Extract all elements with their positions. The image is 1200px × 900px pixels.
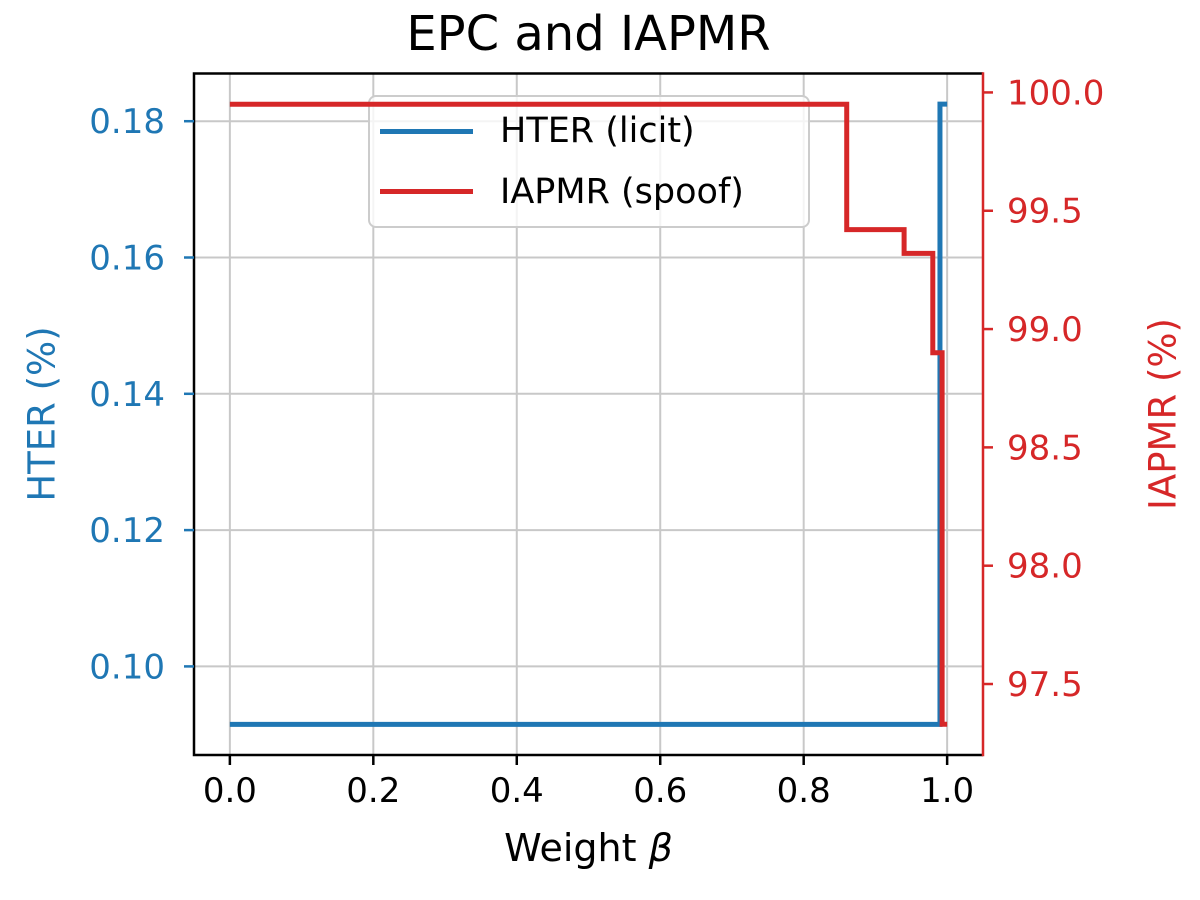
- left-y-tick-label: 0.14: [89, 375, 165, 415]
- left-y-tick-label: 0.10: [89, 647, 165, 687]
- right-y-tick-label: 98.5: [1007, 428, 1083, 468]
- x-tick-label: 0.0: [203, 771, 257, 811]
- left-y-axis-label: HTER (%): [20, 326, 64, 502]
- x-axis-label-text: Weight: [504, 826, 637, 870]
- hter-line-sample: [380, 128, 473, 134]
- iapmr-line-sample: [380, 189, 473, 195]
- x-axis-label: Weight β: [194, 826, 983, 870]
- x-tick-label: 0.4: [490, 771, 544, 811]
- left-y-tick-label: 0.18: [89, 102, 165, 142]
- legend-entry-iapmr: IAPMR (spoof): [380, 172, 808, 212]
- plot-spines: [192, 72, 983, 757]
- x-tick-label: 0.8: [777, 771, 831, 811]
- x-tick-label: 1.0: [920, 771, 974, 811]
- right-y-tick-label: 99.0: [1007, 310, 1083, 350]
- chart-title: EPC and IAPMR: [406, 6, 771, 62]
- left-y-tick-label: 0.12: [89, 511, 165, 551]
- legend-label-iapmr: IAPMR (spoof): [500, 171, 744, 212]
- right-y-tick-label: 100.0: [1007, 73, 1104, 113]
- right-y-axis-label: IAPMR (%): [1141, 318, 1185, 510]
- right-y-tick-label: 99.5: [1007, 192, 1083, 232]
- right-y-tick-label: 98.0: [1007, 547, 1083, 587]
- left-y-tick-label: 0.16: [89, 239, 165, 279]
- legend-label-hter: HTER (licit): [500, 111, 695, 152]
- beta-symbol: β: [648, 826, 673, 870]
- x-tick-label: 0.2: [346, 771, 400, 811]
- right-y-tick-label: 97.5: [1007, 665, 1083, 705]
- x-tick-label: 0.6: [633, 771, 687, 811]
- legend-entry-hter: HTER (licit): [380, 111, 808, 151]
- legend: HTER (licit) IAPMR (spoof): [368, 95, 810, 228]
